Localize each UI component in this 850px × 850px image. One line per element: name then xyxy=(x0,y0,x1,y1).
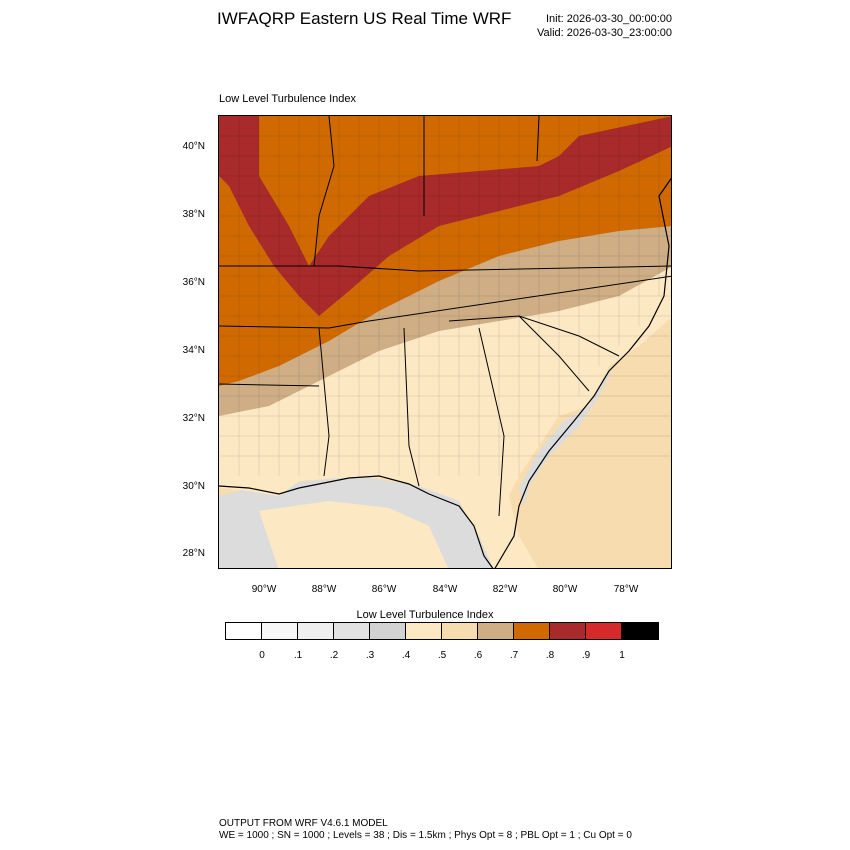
colorbar-cell xyxy=(478,623,514,639)
colorbar-label: .5 xyxy=(437,650,447,661)
valid-time: Valid: 2026-03-30_23:00:00 xyxy=(537,27,672,39)
colorbar-label: .4 xyxy=(401,650,411,661)
colorbar-label: .8 xyxy=(545,650,555,661)
lon-tick: 78°W xyxy=(613,584,639,595)
turbulence-map xyxy=(219,116,671,568)
colorbar-cell xyxy=(370,623,406,639)
lat-tick: 34°N xyxy=(182,345,205,356)
colorbar-cell xyxy=(334,623,370,639)
colorbar-title: Low Level Turbulence Index xyxy=(356,609,494,621)
colorbar-label: .1 xyxy=(293,650,303,661)
map-panel xyxy=(218,115,672,569)
gulf-coastline xyxy=(219,475,494,568)
colorbar xyxy=(225,622,659,640)
colorbar-label: .9 xyxy=(581,650,591,661)
lat-tick: 30°N xyxy=(182,481,205,492)
colorbar-cell xyxy=(550,623,586,639)
lat-tick: 38°N xyxy=(182,209,205,220)
county-borders xyxy=(219,116,671,476)
lat-tick: 36°N xyxy=(182,277,205,288)
colorbar-label: .3 xyxy=(365,650,375,661)
colorbar-cell xyxy=(442,623,478,639)
gulf-light-area xyxy=(259,501,449,568)
plot-label: Low Level Turbulence Index xyxy=(219,93,356,105)
state-borders xyxy=(219,116,671,517)
colorbar-cell xyxy=(406,623,442,639)
colorbar-cell xyxy=(226,623,262,639)
colorbar-cell xyxy=(622,623,658,639)
colorbar-label: .7 xyxy=(509,650,519,661)
lon-tick: 84°W xyxy=(432,584,458,595)
page-title: IWFAQRP Eastern US Real Time WRF xyxy=(217,9,512,28)
lat-tick: 28°N xyxy=(182,548,205,559)
colorbar-label: 1 xyxy=(619,650,625,661)
footer-config-line: WE = 1000 ; SN = 1000 ; Levels = 38 ; Di… xyxy=(219,830,632,841)
coast-gray-fringe xyxy=(519,366,614,506)
lon-tick: 88°W xyxy=(311,584,337,595)
colorbar-label: .2 xyxy=(329,650,339,661)
colorbar-cell xyxy=(586,623,622,639)
colorbar-label: .6 xyxy=(473,650,483,661)
lon-tick: 90°W xyxy=(251,584,277,595)
colorbar-label: 0 xyxy=(259,650,265,661)
lon-tick: 86°W xyxy=(371,584,397,595)
lon-tick: 80°W xyxy=(552,584,578,595)
lat-tick: 32°N xyxy=(182,413,205,424)
init-time: Init: 2026-03-30_00:00:00 xyxy=(546,13,672,25)
lat-tick: 40°N xyxy=(182,141,205,152)
colorbar-cell xyxy=(514,623,550,639)
colorbar-cell xyxy=(298,623,334,639)
colorbar-cell xyxy=(262,623,298,639)
east-coastline xyxy=(494,177,671,568)
lon-tick: 82°W xyxy=(492,584,518,595)
footer-model-line: OUTPUT FROM WRF V4.6.1 MODEL xyxy=(219,818,388,829)
